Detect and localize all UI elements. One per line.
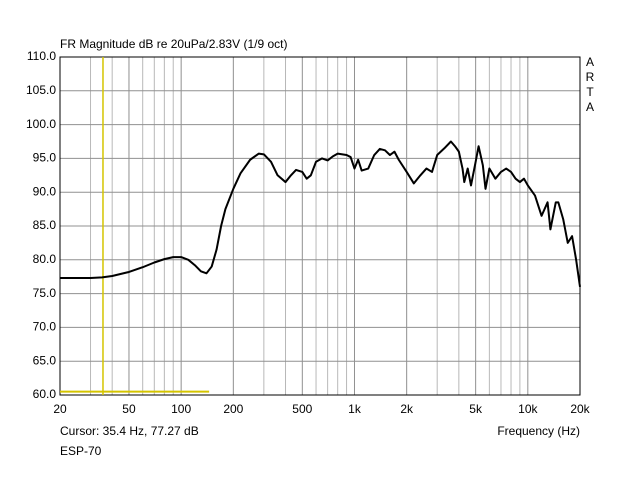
y-tick-label: 100.0	[26, 117, 56, 131]
x-tick-label: 10k	[518, 402, 538, 416]
y-tick-label: 70.0	[33, 320, 57, 334]
y-tick-label: 85.0	[33, 218, 57, 232]
y-tick-label: 75.0	[33, 286, 57, 300]
y-tick-label: 80.0	[33, 252, 57, 266]
x-tick-label: 20	[53, 402, 67, 416]
y-tick-label: 60.0	[33, 387, 57, 401]
x-tick-label: 1k	[348, 402, 362, 416]
y-tick-label: 90.0	[33, 184, 57, 198]
response-line	[60, 140, 581, 287]
x-tick-label: 2k	[400, 402, 414, 416]
x-tick-label: 50	[122, 402, 136, 416]
y-tick-label: 110.0	[27, 49, 56, 63]
side-label: A	[586, 55, 594, 69]
y-tick-label: 105.0	[26, 83, 56, 97]
chart-title: FR Magnitude dB re 20uPa/2.83V (1/9 oct)	[60, 37, 287, 51]
x-tick-label: 200	[223, 402, 243, 416]
footer: ESP-70	[60, 444, 102, 458]
cursor-readout: Cursor: 35.4 Hz, 77.27 dB	[60, 424, 199, 438]
side-label: T	[586, 85, 594, 99]
plot-frame	[59, 56, 581, 396]
x-tick-label: 5k	[469, 402, 483, 416]
x-tick-label: 100	[171, 402, 191, 416]
x-tick-label: 20k	[570, 402, 590, 416]
side-label: R	[586, 70, 595, 84]
y-tick-label: 65.0	[33, 353, 57, 367]
side-label: A	[586, 100, 594, 114]
x-tick-label: 500	[292, 402, 312, 416]
x-axis-label: Frequency (Hz)	[497, 424, 580, 438]
y-tick-label: 95.0	[33, 151, 57, 165]
